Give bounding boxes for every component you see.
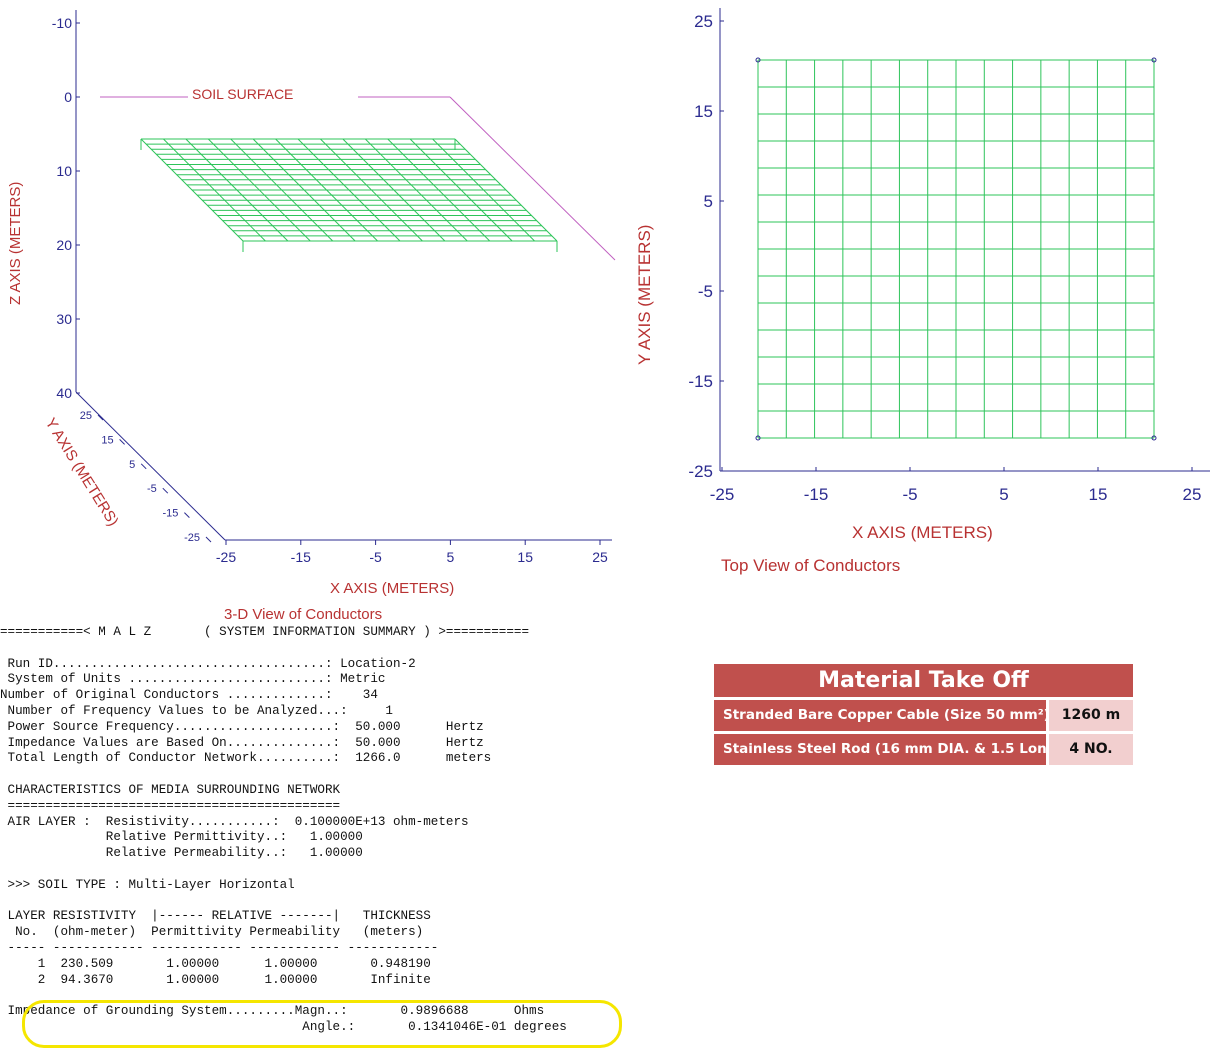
report-line — [0, 767, 640, 783]
soil-surface-line-diagonal — [449, 96, 616, 261]
x-tick-label: -5 — [902, 485, 917, 504]
y-tick-label: 25 — [80, 410, 92, 422]
material-qty: 4 NO. — [1049, 734, 1133, 765]
report-line: Impedance Values are Based On...........… — [0, 735, 484, 750]
ground-rod — [755, 57, 761, 63]
report-line — [0, 894, 640, 910]
x-axis-label-3d: X AXIS (METERS) — [330, 580, 454, 597]
x-tick-label: 15 — [1089, 485, 1108, 504]
report-line: LAYER RESISTIVITY |------ RELATIVE -----… — [0, 909, 431, 924]
impedance-highlight — [22, 1000, 622, 1048]
ground-rod — [755, 435, 761, 441]
x-tick-label: -25 — [216, 549, 236, 565]
topview-plot: 25 15 5 -5 -15 -25 -25 -15 -5 5 15 25 Y AXIS (METE… — [635, 8, 1210, 575]
caption-3d: 3-D View of Conductors — [224, 606, 382, 623]
x-tick-label: 15 — [517, 549, 533, 565]
x-tick-label: -5 — [369, 549, 382, 565]
report-line: Angle.: 0.1341046E-01 degrees — [0, 1019, 567, 1034]
material-row: Stranded Bare Copper Cable (Size 50 mm²)… — [714, 700, 1133, 734]
report-line: 2 94.3670 1.00000 1.00000 Infinite — [0, 972, 431, 987]
y-tick-mark — [205, 536, 212, 543]
x-tick-label: -15 — [291, 549, 311, 565]
z-tick-label: -10 — [52, 15, 72, 31]
y-tick-mark — [97, 414, 104, 421]
y-axis-label-top: Y AXIS (METERS) — [635, 225, 654, 365]
y-tick-label: 25 — [694, 12, 713, 31]
report-line: Run ID..................................… — [0, 656, 416, 671]
z-axis-ticks: -10 0 10 20 30 40 — [52, 15, 80, 401]
material-takeoff-title: Material Take Off — [714, 664, 1133, 700]
material-row: Stainless Steel Rod (16 mm DIA. & 1.5 Lo… — [714, 734, 1133, 768]
y-tick-mark — [140, 463, 147, 470]
z-axis-label: Z AXIS (METERS) — [7, 182, 24, 305]
malz-report: ===========< M A L Z ( SYSTEM INFORMATIO… — [0, 625, 640, 1036]
material-takeoff-table: Material Take Off Stranded Bare Copper C… — [714, 664, 1133, 768]
y-tick-label: -25 — [184, 532, 200, 544]
report-line: Total Length of Conductor Network.......… — [0, 751, 492, 766]
report-line: CHARACTERISTICS OF MEDIA SURROUNDING NET… — [0, 782, 341, 797]
conductor-grid-top — [755, 57, 1157, 441]
z-tick-label: 30 — [56, 311, 72, 327]
y-axis-ticks-3d: 25 15 5 -5 -15 -25 — [80, 410, 212, 544]
ground-rod — [1151, 57, 1157, 63]
material-item: Stainless Steel Rod (16 mm DIA. & 1.5 Lo… — [714, 734, 1067, 765]
y-tick-label: 5 — [129, 459, 135, 471]
material-item: Stranded Bare Copper Cable (Size 50 mm²) — [714, 700, 1050, 731]
report-line: No. (ohm-meter) Permittivity Permeabilit… — [0, 925, 424, 940]
report-line: Relative Permittivity..: 1.00000 — [0, 830, 363, 845]
report-line: Power Source Frequency..................… — [0, 719, 484, 734]
y-tick-label: -5 — [147, 483, 157, 495]
y-tick-label: 15 — [101, 434, 113, 446]
ground-rod — [1151, 435, 1157, 441]
report-line: ===========< M A L Z ( SYSTEM INFORMATIO… — [0, 625, 530, 639]
y-axis-line-3d — [75, 391, 226, 541]
z-tick-label: 0 — [64, 89, 72, 105]
x-tick-label: 5 — [999, 485, 1008, 504]
y-tick-label: 15 — [694, 102, 713, 121]
x-axis-ticks-top: -25 -15 -5 5 15 25 — [710, 467, 1202, 504]
material-qty: 1260 m — [1049, 700, 1133, 731]
report-line: >>> SOIL TYPE : Multi-Layer Horizontal — [0, 877, 295, 892]
report-line: Number of Original Conductors ..........… — [0, 688, 378, 703]
y-tick-mark — [184, 512, 190, 518]
report-line — [0, 641, 640, 657]
x-tick-label: -15 — [804, 485, 829, 504]
report-line: AIR LAYER : Resistivity...........: 0.10… — [0, 814, 469, 829]
x-axis-label-top: X AXIS (METERS) — [852, 523, 993, 542]
y-tick-mark — [162, 487, 169, 494]
report-line: ========================================… — [0, 798, 341, 813]
report-line: Number of Frequency Values to be Analyze… — [0, 703, 393, 718]
y-axis-label-3d: Y AXIS (METERS) — [42, 415, 122, 529]
x-tick-label: 5 — [447, 549, 455, 565]
y-tick-label: 5 — [704, 192, 713, 211]
report-line: 1 230.509 1.00000 1.00000 0.948190 — [0, 956, 431, 971]
conductor-grid-3d — [140, 138, 558, 252]
report-line — [0, 862, 640, 878]
x-tick-label: 25 — [1183, 485, 1202, 504]
y-tick-label: -15 — [688, 372, 713, 391]
x-axis-ticks-3d: -25 -15 -5 5 15 25 — [216, 540, 608, 565]
y-tick-label: -15 — [162, 508, 178, 520]
x-tick-label: -25 — [710, 485, 735, 504]
x-tick-label: 25 — [592, 549, 608, 565]
soil-surface-label: SOIL SURFACE — [192, 86, 293, 102]
y-tick-label: -25 — [688, 462, 713, 481]
report-line: System of Units ........................… — [0, 672, 386, 687]
caption-top: Top View of Conductors — [721, 556, 900, 575]
report-line: ----- ------------ ------------ --------… — [0, 940, 439, 955]
z-tick-label: 20 — [56, 237, 72, 253]
z-tick-label: 40 — [56, 385, 72, 401]
y-axis-ticks-top: 25 15 5 -5 -15 -25 — [688, 12, 724, 481]
report-line: Relative Permeability..: 1.00000 — [0, 846, 363, 861]
y-tick-mark — [119, 439, 125, 445]
y-tick-label: -5 — [698, 282, 713, 301]
z-tick-label: 10 — [56, 163, 72, 179]
